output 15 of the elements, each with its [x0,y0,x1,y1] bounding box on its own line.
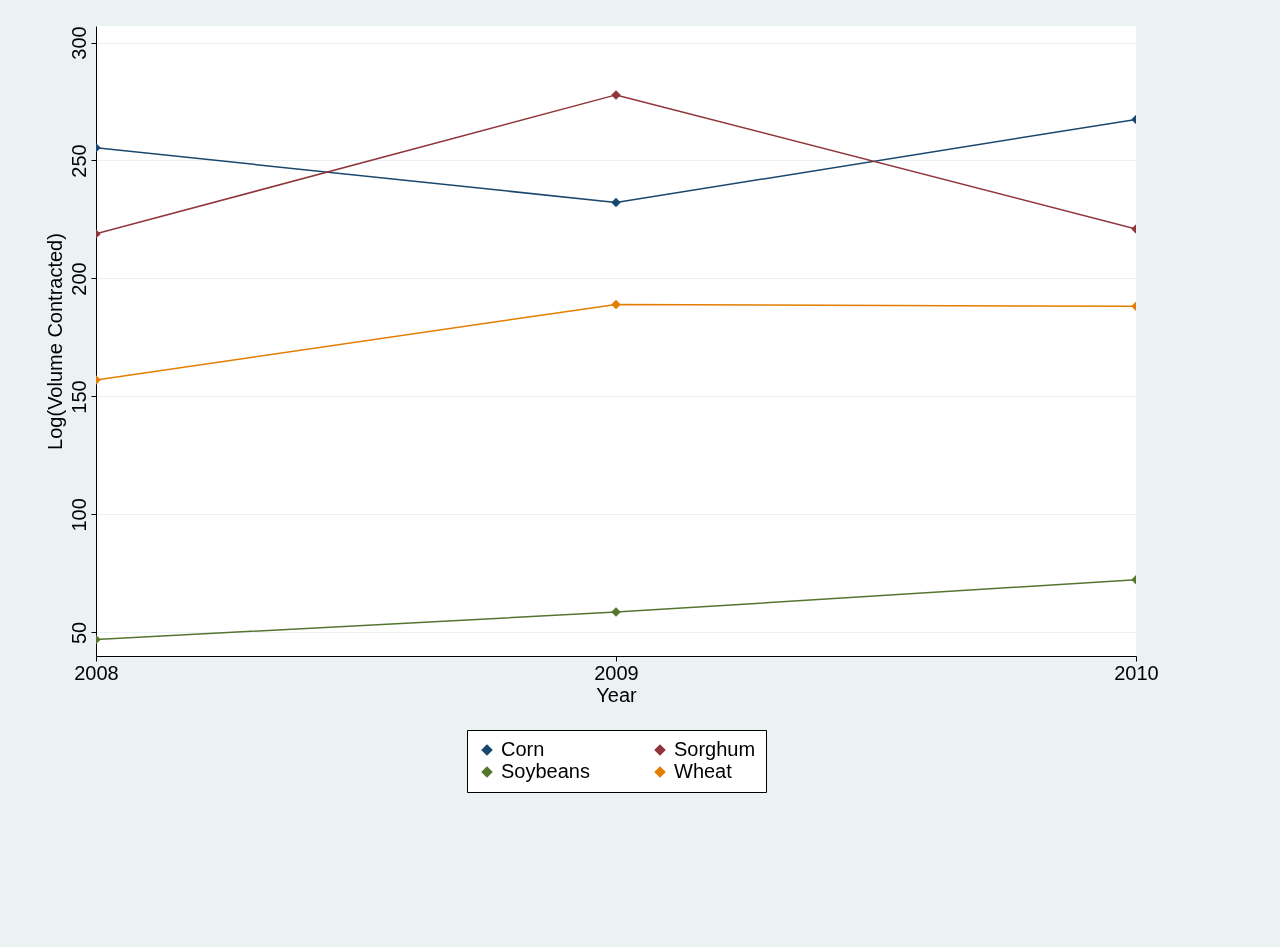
y-tick-label: 100 [67,498,90,532]
legend-label: Corn [501,738,545,760]
legend-label: Wheat [674,760,733,782]
x-tick-label: 2008 [74,661,119,684]
legend-label: Soybeans [501,760,590,782]
legend-label: Sorghum [674,738,756,760]
y-axis-title: Log(Volume Contracted) [43,233,66,450]
x-tick-label: 2009 [594,661,639,684]
y-tick-label: 250 [67,144,90,178]
y-tick-label: 50 [67,621,90,645]
y-tick-label: 300 [67,26,90,60]
x-axis-title: Year [596,683,638,706]
y-tick-label: 200 [67,262,90,296]
y-tick-label: 150 [67,380,90,414]
x-tick-label: 2010 [1114,661,1159,684]
